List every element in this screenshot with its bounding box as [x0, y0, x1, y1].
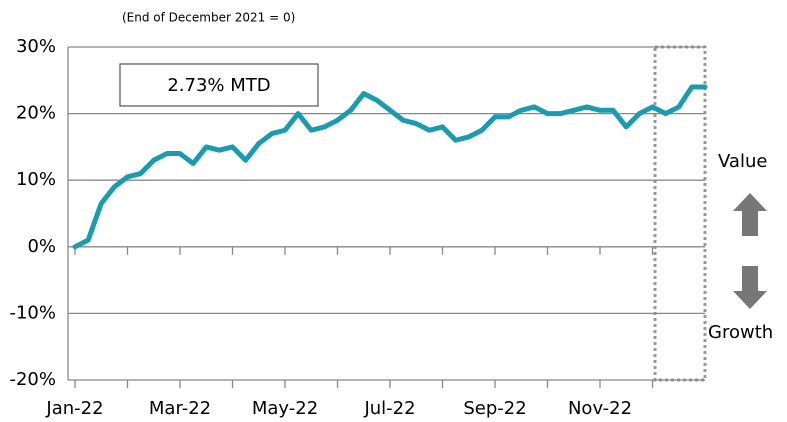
x-tick-label: Nov-22 — [568, 398, 632, 419]
y-tick-label: 30% — [16, 36, 56, 57]
up-arrow — [733, 193, 767, 236]
x-tick-label: Jul-22 — [363, 398, 415, 419]
down-arrow — [733, 266, 767, 309]
y-tick-label: -20% — [9, 369, 56, 390]
data-line — [72, 84, 708, 250]
y-tick-label: 20% — [16, 103, 56, 124]
side-label: Value — [718, 151, 767, 172]
side-label: Growth — [708, 322, 773, 343]
y-tick-label: 10% — [16, 169, 56, 190]
x-tick-label: May-22 — [252, 398, 318, 419]
highlight-box — [653, 45, 707, 382]
y-tick-label: -10% — [9, 302, 56, 323]
annotation-box — [119, 63, 319, 107]
x-tick-label: Sep-22 — [463, 398, 526, 419]
y-tick-label: 0% — [27, 236, 56, 257]
x-tick-label: Mar-22 — [149, 398, 211, 419]
annotation: 2.73% MTD — [167, 75, 270, 96]
chart-subtitle: (End of December 2021 = 0) — [122, 11, 295, 25]
x-tick-label: Jan-22 — [45, 398, 103, 419]
